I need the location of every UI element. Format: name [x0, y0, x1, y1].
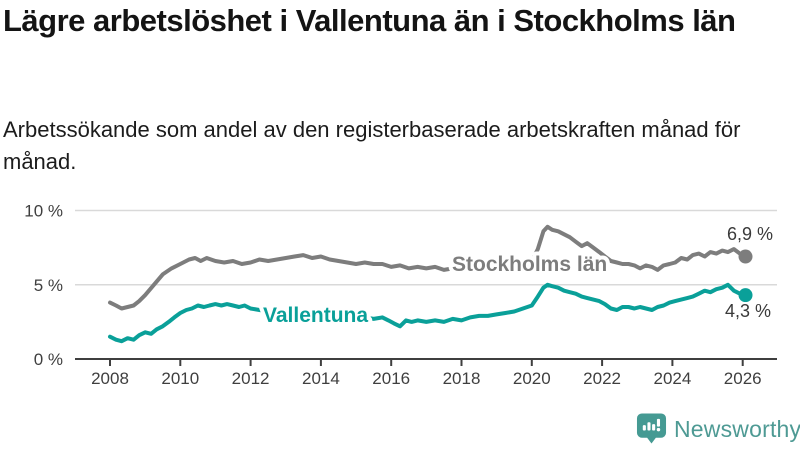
x-axis-tick-label: 2018: [443, 369, 481, 388]
series-label: Stockholms län: [452, 253, 607, 276]
series-label: Vallentuna: [263, 304, 368, 327]
x-axis-tick-label: 2012: [232, 369, 270, 388]
series-line: [108, 282, 748, 344]
series-end-dot: [738, 249, 753, 264]
x-axis-tick-label: 2022: [583, 369, 621, 388]
newsworthy-logo-text: Newsworthy: [674, 415, 800, 442]
series-line: [108, 224, 748, 311]
exclamation-mark: [656, 418, 661, 427]
exclamation-dot: [656, 427, 661, 432]
x-axis-tick-label: 2016: [372, 369, 410, 388]
x-axis-tick-label: 2014: [302, 369, 340, 388]
series-end-dot: [738, 288, 753, 303]
newsworthy-logo: Newsworthy: [636, 411, 800, 447]
speech-bubble-shape: [636, 413, 667, 444]
bar-chart-bar: [652, 424, 656, 431]
x-axis-tick-label: 2026: [724, 369, 762, 388]
x-axis-tick-label: 2024: [653, 369, 691, 388]
series-end-value-label: 4,3 %: [725, 301, 771, 321]
bar-chart-bar: [647, 422, 651, 431]
chart-title: Lägre arbetslöshet i Vallentuna än i Sto…: [3, 3, 736, 38]
y-axis-tick-label: 5 %: [34, 276, 63, 295]
series-end-value-label: 6,9 %: [727, 224, 773, 244]
bar-chart-bar: [642, 425, 646, 431]
x-axis-tick-label: 2008: [91, 369, 129, 388]
chart-subtitle: Arbetssökande som andel av den registerb…: [3, 117, 741, 174]
y-axis-tick-label: 0 %: [34, 350, 63, 369]
newsworthy-logo-icon: [636, 413, 667, 444]
x-axis-tick-label: 2010: [161, 369, 199, 388]
y-axis-tick-label: 10 %: [24, 202, 63, 221]
x-axis-tick-label: 2020: [513, 369, 551, 388]
